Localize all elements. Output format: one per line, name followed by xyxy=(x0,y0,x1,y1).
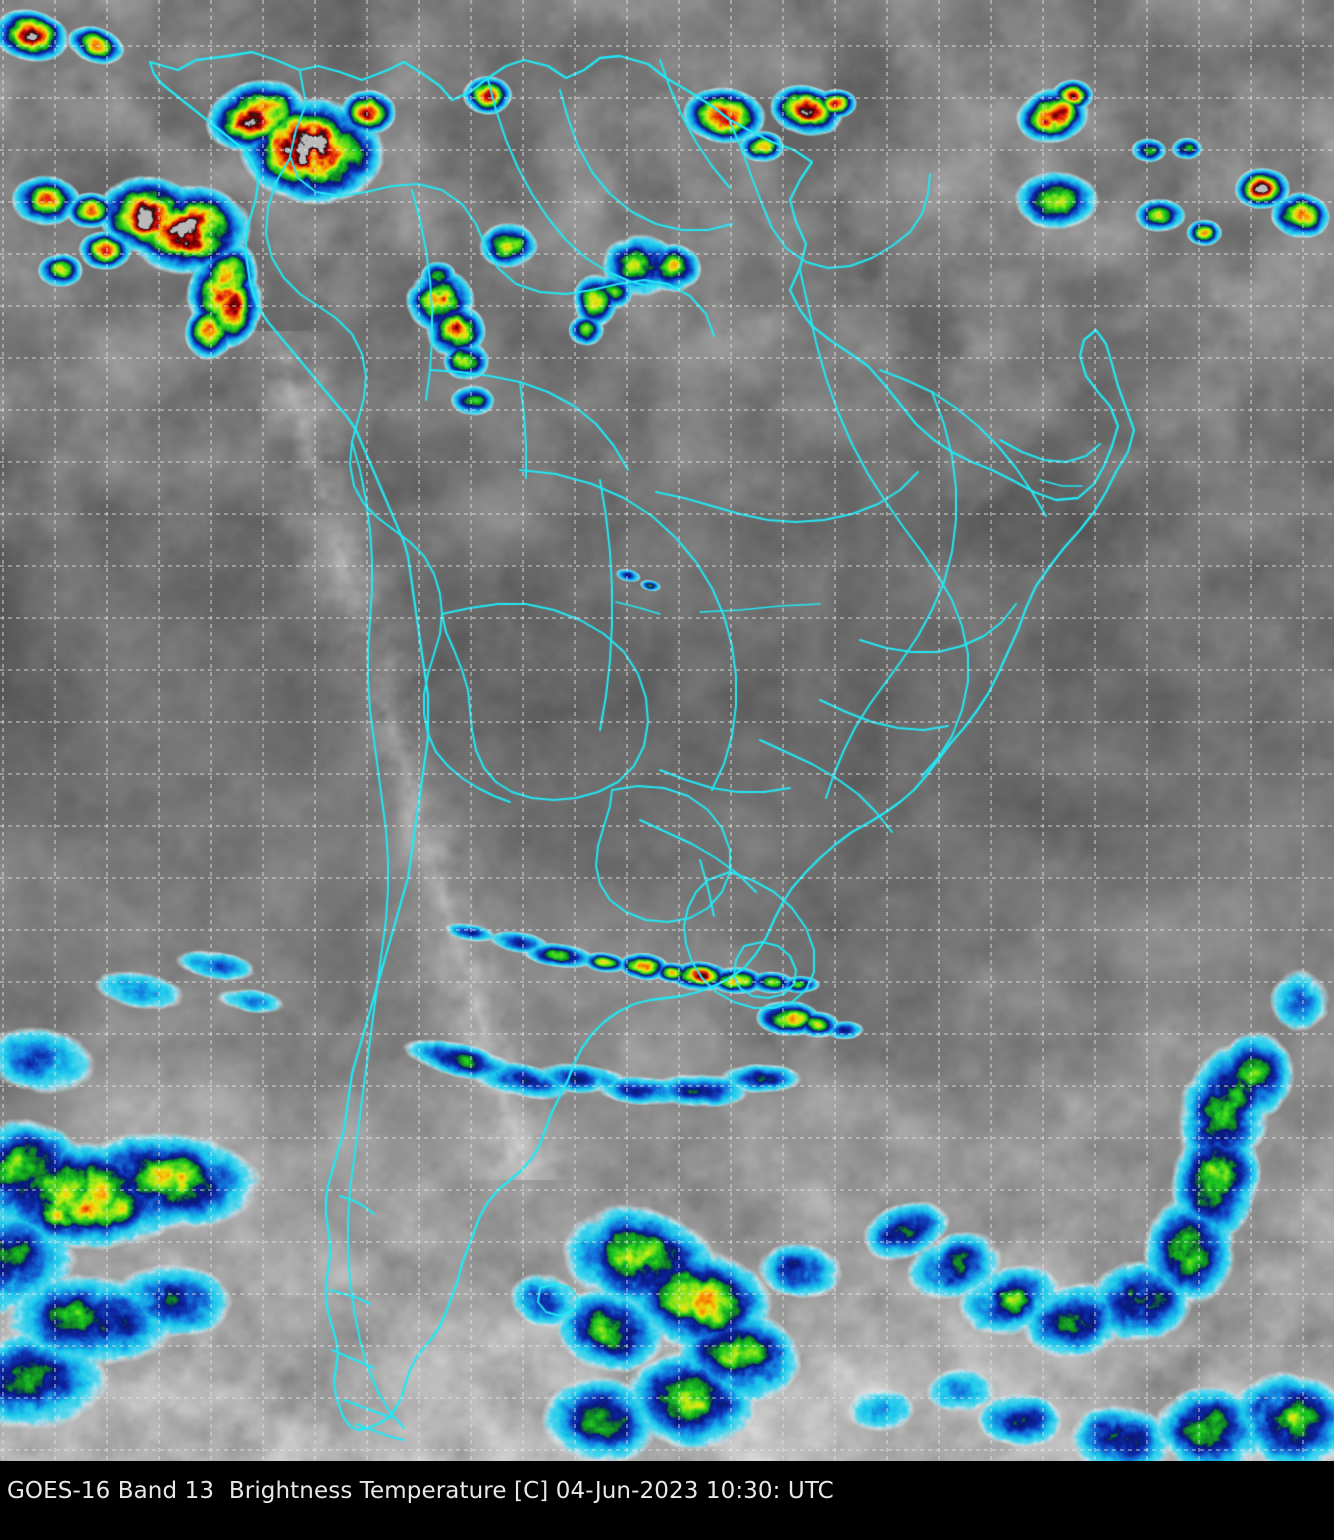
caption-bar: GOES-16 Band 13 Brightness Temperature [… xyxy=(0,1461,1334,1540)
satellite-map-panel xyxy=(0,0,1334,1461)
product-caption: GOES-16 Band 13 Brightness Temperature [… xyxy=(7,1478,834,1504)
satellite-imagery-canvas xyxy=(0,0,1334,1461)
